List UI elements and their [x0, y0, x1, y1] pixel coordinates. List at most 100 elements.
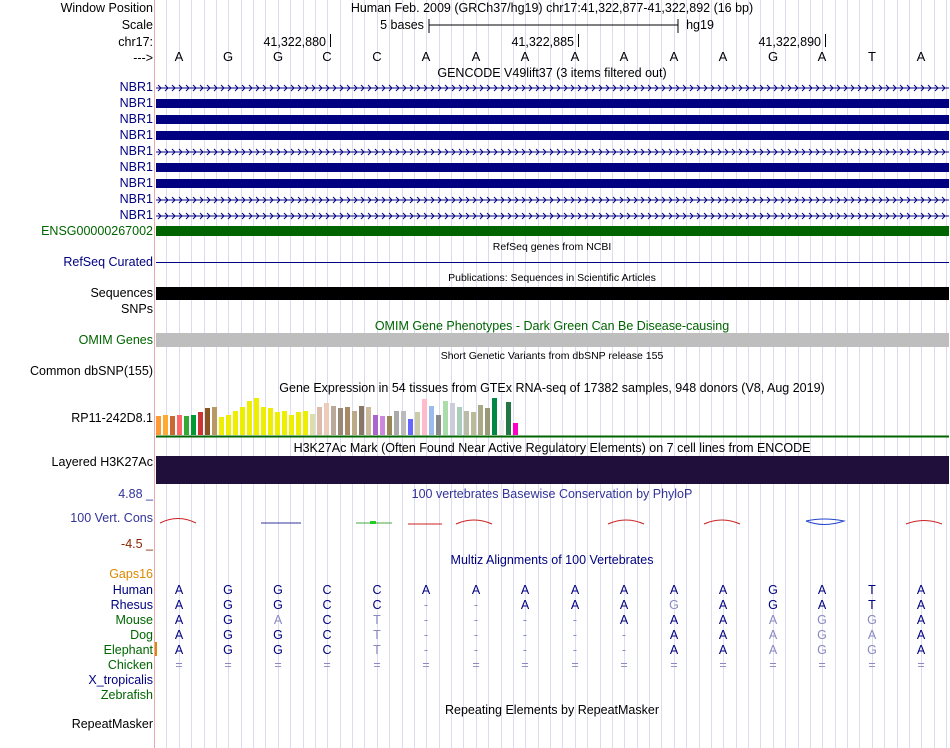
- gtex-tissue-bar[interactable]: [415, 412, 420, 435]
- gtex-tissue-bar[interactable]: [317, 407, 322, 435]
- gtex-tissue-bar[interactable]: [394, 411, 399, 435]
- gtex-tissue-bar[interactable]: [380, 416, 385, 435]
- gtex-tissue-bar[interactable]: [450, 403, 455, 435]
- sequences-feature[interactable]: [156, 287, 949, 300]
- ensg-label[interactable]: ENSG00000267002: [41, 224, 153, 238]
- omim-feature[interactable]: [156, 333, 949, 347]
- gtex-tissue-bar[interactable]: [443, 401, 448, 435]
- gtex-tissue-bar[interactable]: [492, 398, 497, 435]
- reference-base: A: [718, 49, 728, 64]
- gtex-tissue-bar[interactable]: [408, 419, 413, 435]
- gtex-tissue-bar[interactable]: [296, 412, 301, 435]
- gtex-tissue-bar[interactable]: [163, 415, 168, 435]
- gencode-exon-feature[interactable]: [156, 179, 949, 188]
- gtex-tissue-bar[interactable]: [471, 412, 476, 435]
- gtex-tissue-bar[interactable]: [324, 403, 329, 435]
- gencode-track-label[interactable]: NBR1: [119, 128, 153, 142]
- gtex-tissue-bar[interactable]: [233, 411, 238, 435]
- gtex-tissue-bar[interactable]: [359, 406, 364, 435]
- gencode-exon-feature[interactable]: [156, 131, 949, 140]
- gtex-tissue-bar[interactable]: [219, 417, 224, 435]
- gtex-tissue-bar[interactable]: [464, 411, 469, 435]
- gtex-tissue-bar[interactable]: [352, 411, 357, 435]
- gtex-tissue-bar[interactable]: [184, 416, 189, 435]
- conservation-ymin: -4.5 _: [121, 537, 153, 551]
- gencode-track-label[interactable]: NBR1: [119, 96, 153, 110]
- aligned-base: A: [174, 628, 184, 642]
- gtex-tissue-bar[interactable]: [506, 402, 511, 435]
- gtex-tissue-bar[interactable]: [205, 408, 210, 435]
- species-label[interactable]: Human: [112, 583, 153, 597]
- gencode-exon-feature[interactable]: [156, 115, 949, 124]
- gtex-tissue-bar[interactable]: [429, 406, 434, 435]
- gtex-tissue-bar[interactable]: [247, 401, 252, 435]
- h3k27ac-feature[interactable]: [156, 456, 949, 484]
- gtex-tissue-bar[interactable]: [478, 405, 483, 435]
- gtex-tissue-bar[interactable]: [422, 399, 427, 435]
- gtex-tissue-bar[interactable]: [485, 408, 490, 435]
- gtex-bar-chart[interactable]: [156, 396, 949, 440]
- gtex-tissue-bar[interactable]: [310, 414, 315, 435]
- gtex-tissue-bar[interactable]: [226, 415, 231, 435]
- gencode-track-label[interactable]: NBR1: [119, 208, 153, 222]
- gtex-tissue-bar[interactable]: [366, 407, 371, 435]
- snps-label[interactable]: SNPs: [121, 302, 153, 316]
- gtex-tissue-bar[interactable]: [436, 415, 441, 435]
- gencode-track-label[interactable]: NBR1: [119, 176, 153, 190]
- species-label[interactable]: Rhesus: [110, 598, 153, 612]
- gencode-intron-feature[interactable]: [156, 210, 949, 222]
- h3k27ac-label[interactable]: Layered H3K27Ac: [51, 455, 153, 469]
- species-label[interactable]: Chicken: [107, 658, 153, 672]
- gtex-tissue-bar[interactable]: [191, 415, 196, 435]
- gtex-tissue-bar[interactable]: [156, 416, 161, 435]
- gencode-intron-feature[interactable]: [156, 194, 949, 206]
- gtex-tissue-bar[interactable]: [338, 408, 343, 435]
- conservation-signal[interactable]: [156, 512, 949, 534]
- gtex-tissue-bar[interactable]: [198, 412, 203, 435]
- gtex-tissue-bar[interactable]: [261, 407, 266, 435]
- gtex-tissue-bar[interactable]: [254, 398, 259, 435]
- refseq-label[interactable]: RefSeq Curated: [63, 255, 153, 269]
- gtex-tissue-bar[interactable]: [345, 407, 350, 435]
- gtex-tissue-bar[interactable]: [373, 415, 378, 435]
- conservation-label[interactable]: 100 Vert. Cons: [70, 511, 153, 525]
- gencode-exon-feature[interactable]: [156, 163, 949, 172]
- gencode-intron-feature[interactable]: [156, 82, 949, 94]
- gtex-tissue-bar[interactable]: [177, 415, 182, 435]
- gencode-track-label[interactable]: NBR1: [119, 112, 153, 126]
- gtex-tissue-bar[interactable]: [331, 406, 336, 435]
- species-label[interactable]: Dog: [130, 628, 153, 642]
- repeatmasker-label[interactable]: RepeatMasker: [71, 717, 153, 731]
- gtex-tissue-bar[interactable]: [303, 411, 308, 435]
- reference-base: A: [817, 49, 827, 64]
- gtex-tissue-bar[interactable]: [240, 407, 245, 435]
- gencode-intron-feature[interactable]: [156, 146, 949, 158]
- gaps-label[interactable]: Gaps16: [109, 567, 153, 581]
- species-label[interactable]: X_tropicalis: [88, 673, 153, 687]
- gtex-tissue-bar[interactable]: [268, 408, 273, 435]
- dbsnp-label[interactable]: Common dbSNP(155): [30, 364, 153, 378]
- sequences-label[interactable]: Sequences: [90, 286, 153, 300]
- ensg-feature[interactable]: [156, 226, 949, 236]
- gtex-tissue-bar[interactable]: [212, 407, 217, 435]
- species-label[interactable]: Elephant: [103, 643, 153, 657]
- species-label[interactable]: Zebrafish: [100, 688, 153, 702]
- gencode-track-label[interactable]: NBR1: [119, 144, 153, 158]
- gtex-label[interactable]: RP11-242D8.1: [71, 411, 153, 425]
- gtex-tissue-bar[interactable]: [170, 416, 175, 435]
- gencode-track-label[interactable]: NBR1: [119, 160, 153, 174]
- gtex-tissue-bar[interactable]: [387, 416, 392, 435]
- gtex-tissue-bar[interactable]: [457, 407, 462, 435]
- refseq-feature[interactable]: [156, 262, 949, 263]
- species-label[interactable]: Mouse: [115, 613, 153, 627]
- gencode-track-label[interactable]: NBR1: [119, 192, 153, 206]
- gtex-tissue-bar[interactable]: [401, 411, 406, 435]
- gtex-tissue-bar[interactable]: [282, 411, 287, 435]
- omim-label[interactable]: OMIM Genes: [78, 333, 153, 347]
- gencode-track-label[interactable]: NBR1: [119, 80, 153, 94]
- gtex-tissue-bar[interactable]: [513, 423, 518, 435]
- gtex-tissue-bar[interactable]: [499, 420, 504, 435]
- gencode-exon-feature[interactable]: [156, 99, 949, 108]
- gtex-tissue-bar[interactable]: [289, 415, 294, 435]
- gtex-tissue-bar[interactable]: [275, 412, 280, 435]
